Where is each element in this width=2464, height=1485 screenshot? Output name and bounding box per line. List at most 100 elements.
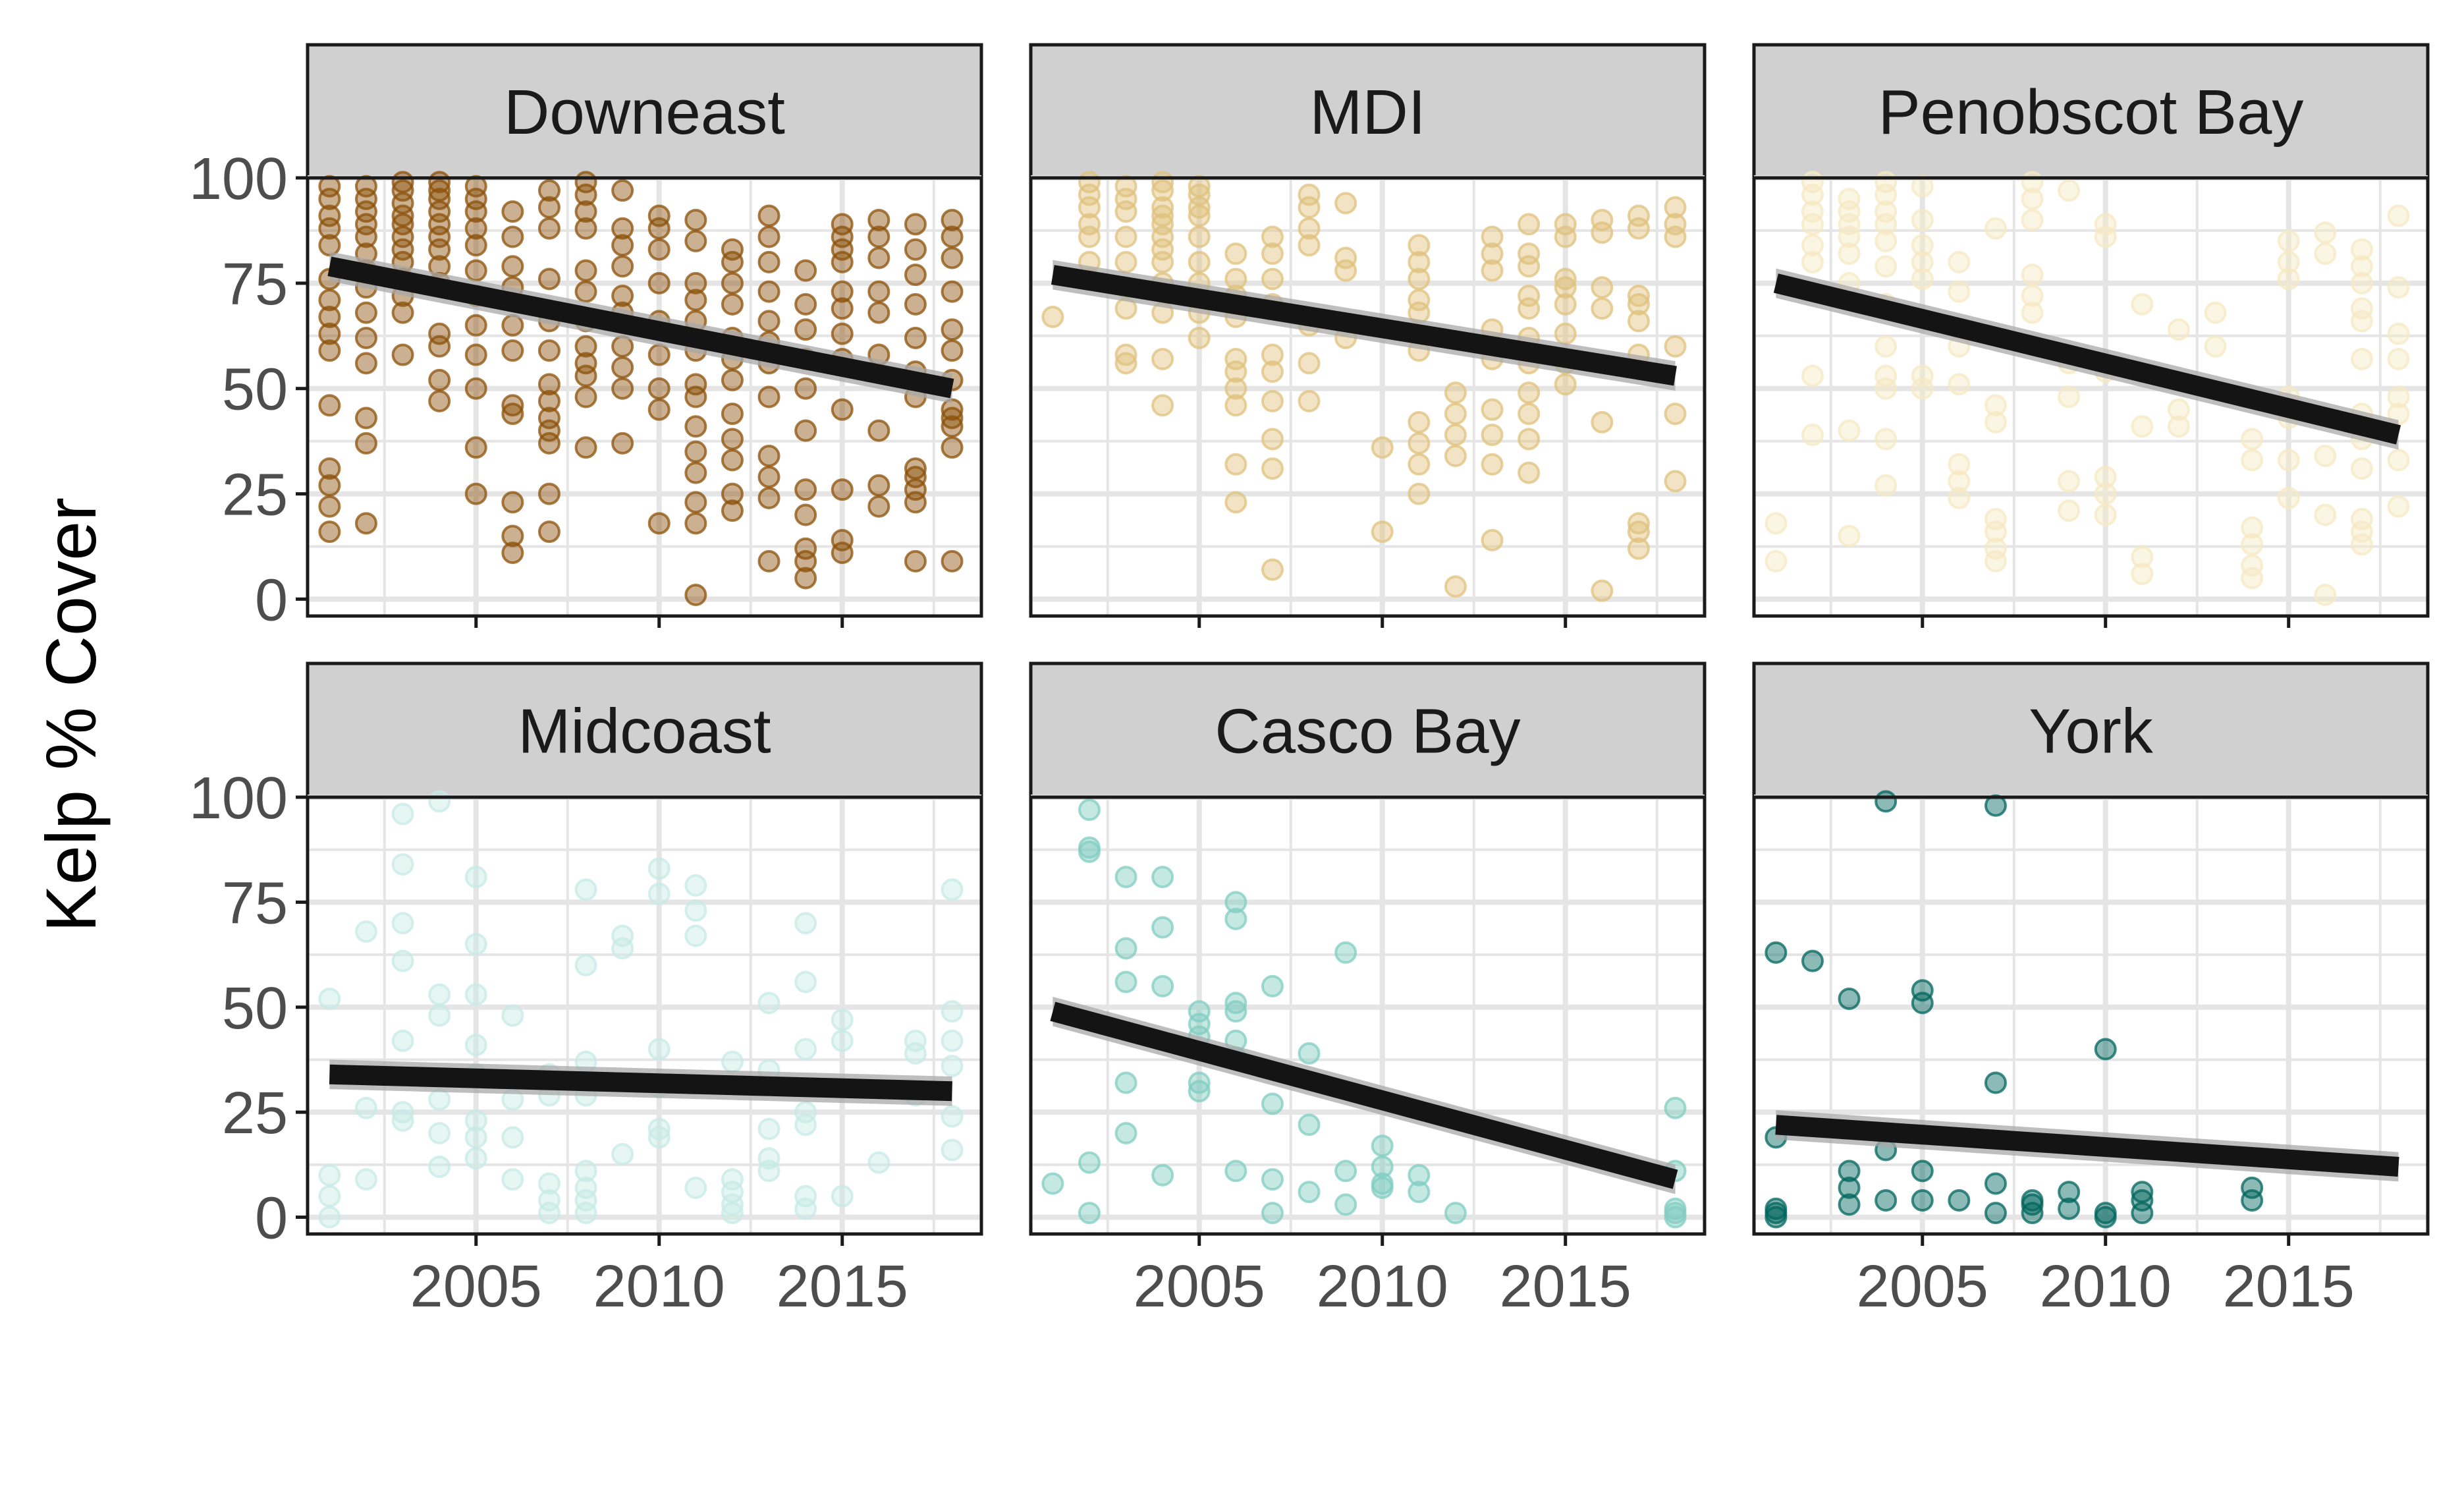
facet-strip-casco-bay — [1029, 661, 1707, 799]
data-point — [1801, 183, 1824, 206]
data-point — [1151, 394, 1174, 417]
data-point — [1371, 436, 1394, 459]
data-point — [611, 937, 634, 960]
data-point — [794, 478, 817, 501]
data-point — [464, 436, 487, 459]
data-point — [757, 1160, 780, 1183]
panel-border — [306, 795, 983, 1236]
data-point — [1408, 482, 1431, 505]
x-tick-label: 2010 — [1317, 1254, 1448, 1320]
data-point — [318, 495, 341, 518]
data-point — [1188, 1071, 1211, 1094]
data-point — [574, 183, 597, 206]
data-point — [867, 419, 890, 442]
data-point — [904, 264, 927, 287]
data-point — [831, 322, 854, 345]
data-point — [1518, 461, 1541, 484]
data-point — [2241, 428, 2264, 451]
data-point — [574, 1160, 597, 1183]
data-point — [391, 949, 414, 972]
data-point — [1838, 1176, 1861, 1199]
panel-border — [306, 176, 983, 618]
data-point — [537, 482, 561, 505]
data-point — [684, 289, 707, 312]
data-point — [757, 445, 780, 468]
data-point — [721, 428, 744, 451]
data-point — [1591, 579, 1614, 602]
data-point — [1444, 381, 1467, 405]
data-point — [757, 486, 780, 509]
data-point — [757, 992, 780, 1015]
data-point — [794, 1197, 817, 1220]
data-point — [2131, 563, 2154, 586]
data-point — [1408, 267, 1431, 291]
data-point — [647, 1117, 671, 1140]
data-point — [1664, 1096, 1687, 1119]
data-point — [2350, 533, 2373, 556]
data-point — [1911, 267, 1934, 291]
data-point — [941, 246, 964, 269]
data-point — [794, 419, 817, 442]
data-point — [1481, 453, 1504, 476]
data-point — [867, 208, 890, 231]
data-point — [831, 280, 854, 303]
data-point — [2350, 457, 2373, 480]
data-point — [941, 318, 964, 341]
data-point — [391, 853, 414, 876]
data-point — [2204, 301, 2227, 324]
data-point — [721, 499, 744, 522]
data-point — [1481, 424, 1504, 447]
data-point — [1371, 1135, 1394, 1158]
data-point — [1151, 866, 1174, 889]
data-point — [1261, 428, 1284, 451]
data-point — [501, 225, 524, 248]
data-point — [464, 259, 487, 282]
data-point — [1518, 213, 1541, 236]
data-point — [684, 584, 707, 607]
data-point — [2131, 546, 2154, 569]
data-point — [794, 912, 817, 935]
data-point — [1114, 352, 1137, 375]
data-point — [721, 482, 744, 505]
panel-casco-bay: Casco Bay — [1029, 661, 1707, 1236]
data-point — [464, 1034, 487, 1057]
data-point — [2314, 221, 2337, 244]
data-point — [501, 403, 524, 426]
data-point — [1151, 347, 1174, 370]
data-point — [1114, 343, 1137, 366]
data-point — [1875, 335, 1898, 358]
data-point — [2094, 465, 2117, 488]
data-point — [1078, 225, 1101, 248]
data-point — [391, 301, 414, 324]
data-point — [2241, 533, 2264, 556]
facet-label-penobscot-bay: Penobscot Bay — [1878, 77, 2304, 148]
data-point — [1114, 200, 1137, 223]
data-point — [794, 318, 817, 341]
panel-downeast: Downeast — [306, 43, 983, 618]
data-point — [537, 339, 561, 362]
data-point — [1298, 389, 1321, 412]
data-point — [354, 225, 377, 248]
data-point — [904, 293, 927, 316]
data-point — [794, 293, 817, 316]
data-point — [721, 403, 744, 426]
data-point — [1875, 183, 1898, 206]
data-point — [684, 461, 707, 484]
data-point — [537, 432, 561, 455]
data-point — [684, 415, 707, 438]
data-point — [1261, 242, 1284, 266]
data-point — [1875, 255, 1898, 278]
data-point — [1911, 1160, 1934, 1183]
data-point — [391, 912, 414, 935]
data-point — [684, 899, 707, 922]
data-point — [464, 343, 487, 366]
data-point — [2167, 318, 2190, 341]
data-point — [1408, 432, 1431, 455]
data-point — [684, 491, 707, 514]
data-point — [684, 1176, 707, 1199]
data-point — [1591, 276, 1614, 299]
data-point — [1801, 949, 1824, 972]
data-point — [318, 187, 341, 210]
data-point — [1801, 213, 1824, 236]
data-point — [757, 250, 780, 273]
